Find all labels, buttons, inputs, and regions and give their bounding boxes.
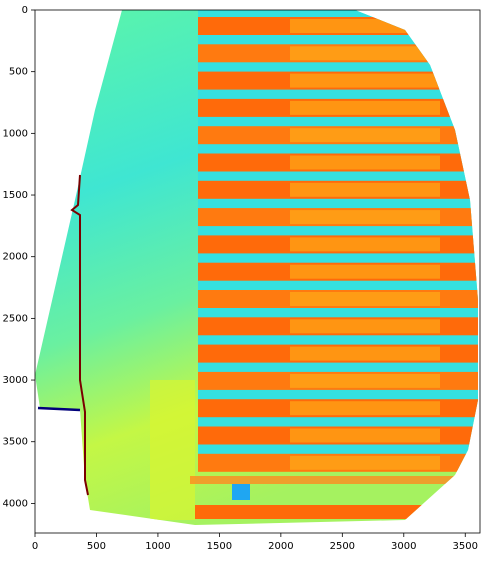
image-row-highlight <box>290 237 440 252</box>
x-tick-label: 3000 <box>391 541 416 552</box>
x-tick-label: 1500 <box>207 541 232 552</box>
image-row-highlight <box>290 401 440 416</box>
image-row-highlight <box>290 19 440 33</box>
axes-frame <box>34 9 481 534</box>
image-row-highlight <box>290 264 440 279</box>
y-tick-label: 1000 <box>3 128 28 139</box>
image-row <box>195 505 478 519</box>
image-row-highlight <box>290 182 440 197</box>
x-tick-label: 0 <box>32 541 38 552</box>
image-row-highlight <box>290 428 440 443</box>
image-row-highlight <box>290 373 440 388</box>
x-tick-label: 1000 <box>145 541 170 552</box>
x-tick-label: 3500 <box>453 541 478 552</box>
image-row-highlight <box>290 128 440 143</box>
image-row-highlight <box>290 155 440 170</box>
y-tick-label: 1500 <box>3 190 28 201</box>
image-row-highlight <box>290 292 440 306</box>
image-row-highlight <box>290 46 440 61</box>
x-tick-label: 2000 <box>268 541 293 552</box>
image-patch <box>150 380 195 520</box>
y-tick-label: 2500 <box>3 313 28 324</box>
y-tick-label: 500 <box>9 67 28 78</box>
y-tick-label: 3000 <box>3 375 28 386</box>
y-tick-label: 4000 <box>3 498 28 509</box>
raster-image <box>35 10 478 525</box>
x-tick-label: 500 <box>87 541 106 552</box>
image-edge <box>70 174 89 496</box>
image-row-highlight <box>290 210 440 225</box>
x-tick-label: 2500 <box>330 541 355 552</box>
y-tick-label: 3500 <box>3 437 28 448</box>
image-edge <box>37 406 81 412</box>
y-tick-label: 2000 <box>3 252 28 263</box>
image-row-highlight <box>290 319 440 334</box>
image-row <box>190 476 478 484</box>
image-row-highlight <box>290 73 440 88</box>
image-row-highlight <box>290 346 440 361</box>
y-tick-label: 0 <box>22 5 28 16</box>
image-patch <box>232 484 250 500</box>
image-row-highlight <box>290 100 440 115</box>
image-row-highlight <box>290 455 440 470</box>
